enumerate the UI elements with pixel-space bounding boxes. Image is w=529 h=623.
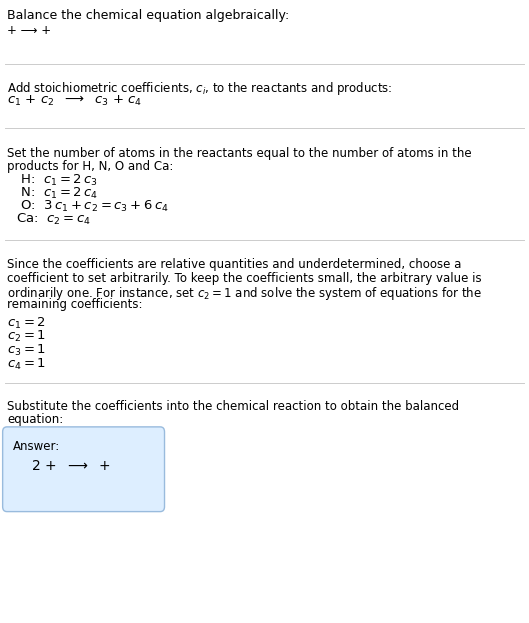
Text: Add stoichiometric coefficients, $c_i$, to the reactants and products:: Add stoichiometric coefficients, $c_i$, … <box>7 80 393 97</box>
Text: Set the number of atoms in the reactants equal to the number of atoms in the: Set the number of atoms in the reactants… <box>7 147 471 160</box>
Text: Since the coefficients are relative quantities and underdetermined, choose a: Since the coefficients are relative quan… <box>7 259 461 272</box>
Text: O:  $3\,c_1 + c_2 = c_3 + 6\,c_4$: O: $3\,c_1 + c_2 = c_3 + 6\,c_4$ <box>16 199 169 214</box>
Text: Answer:: Answer: <box>13 440 60 453</box>
Text: $c_1$ + $c_2$  $\longrightarrow$  $c_3$ + $c_4$: $c_1$ + $c_2$ $\longrightarrow$ $c_3$ + … <box>7 94 142 108</box>
Text: remaining coefficients:: remaining coefficients: <box>7 298 142 311</box>
Text: $c_2 = 1$: $c_2 = 1$ <box>7 330 46 345</box>
Text: $c_3 = 1$: $c_3 = 1$ <box>7 343 46 358</box>
Text: Balance the chemical equation algebraically:: Balance the chemical equation algebraica… <box>7 9 289 22</box>
Text: + ⟶ +: + ⟶ + <box>7 24 51 37</box>
Text: Ca:  $c_2 = c_4$: Ca: $c_2 = c_4$ <box>16 212 90 227</box>
Text: products for H, N, O and Ca:: products for H, N, O and Ca: <box>7 160 174 173</box>
FancyBboxPatch shape <box>3 427 165 511</box>
Text: equation:: equation: <box>7 413 63 426</box>
Text: coefficient to set arbitrarily. To keep the coefficients small, the arbitrary va: coefficient to set arbitrarily. To keep … <box>7 272 481 285</box>
Text: Substitute the coefficients into the chemical reaction to obtain the balanced: Substitute the coefficients into the che… <box>7 400 459 413</box>
Text: H:  $c_1 = 2\,c_3$: H: $c_1 = 2\,c_3$ <box>16 173 98 188</box>
Text: N:  $c_1 = 2\,c_4$: N: $c_1 = 2\,c_4$ <box>16 186 98 201</box>
Text: $c_4 = 1$: $c_4 = 1$ <box>7 356 46 372</box>
Text: $c_1 = 2$: $c_1 = 2$ <box>7 316 46 331</box>
Text: ordinarily one. For instance, set $c_2 = 1$ and solve the system of equations fo: ordinarily one. For instance, set $c_2 =… <box>7 285 482 302</box>
Text: $2$ +  $\longrightarrow$  +: $2$ + $\longrightarrow$ + <box>31 459 111 473</box>
